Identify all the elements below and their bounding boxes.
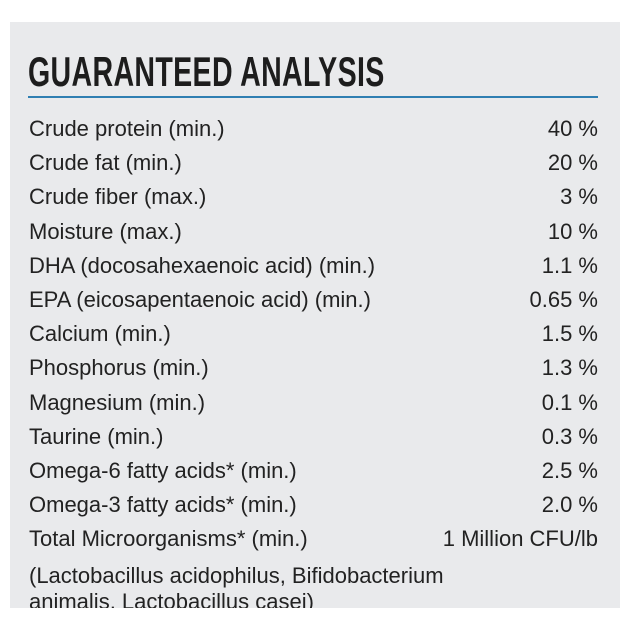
row-value: 40 %: [547, 116, 598, 141]
row-label: Omega-6 fatty acids* (min.): [29, 458, 297, 483]
row-value: 2.0 %: [541, 492, 598, 518]
row-label: Moisture (max.): [29, 218, 182, 244]
row-value: 1.5 %: [541, 321, 598, 347]
row-value: 1 Million CFU/lb: [442, 526, 598, 552]
row-label: Taurine (min.): [29, 423, 164, 449]
row-value: 0.3 %: [541, 423, 598, 449]
row-label: DHA (docosahexaenoic acid) (min.): [29, 252, 376, 278]
panel: GUARANTEED ANALYSIS Crude protein (min.)…: [10, 22, 620, 608]
row-label: Omega-3 fatty acids* (min.): [29, 492, 297, 518]
row-label: Crude fat (min.): [29, 150, 182, 176]
row-value: 0.65 %: [529, 287, 599, 312]
row-label: Phosphorus (min.): [29, 355, 209, 381]
row-value: 2.5 %: [541, 458, 598, 483]
row-value: 20 %: [547, 150, 598, 176]
title: GUARANTEED ANALYSIS: [28, 48, 385, 95]
row-label: Crude fiber (max.): [29, 184, 207, 210]
footnote: animalis, Lactobacillus casei): [29, 588, 314, 608]
footnote: (Lactobacillus acidophilus, Bifidobacter…: [29, 562, 444, 588]
row-value: 10 %: [547, 218, 598, 244]
row-value: 1.1 %: [541, 252, 598, 278]
row-label: Calcium (min.): [29, 321, 171, 347]
row-label: EPA (eicosapentaenoic acid) (min.): [29, 287, 371, 312]
row-value: 1.3 %: [541, 355, 598, 381]
row-value: 3 %: [560, 184, 598, 210]
title-rule: [28, 96, 598, 98]
row-label: Magnesium (min.): [29, 389, 206, 415]
row-label: Crude protein (min.): [29, 116, 225, 141]
row-label: Total Microorganisms* (min.): [29, 526, 308, 552]
row-value: 0.1 %: [541, 389, 598, 415]
